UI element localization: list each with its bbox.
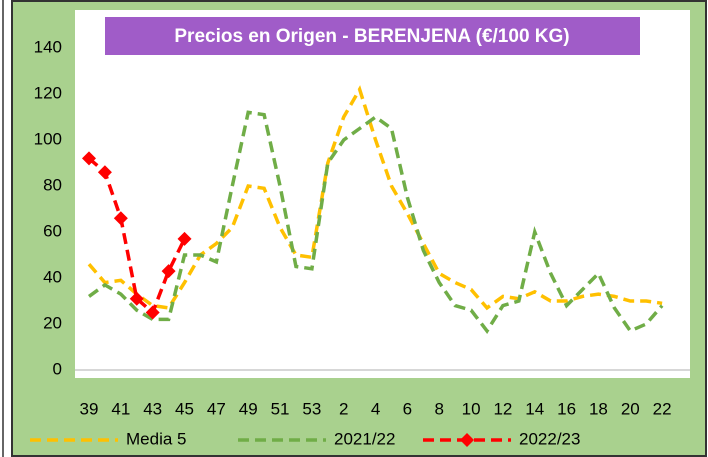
x-tick-label: 4	[371, 399, 380, 418]
series-line	[87, 85, 663, 311]
y-tick-label: 60	[43, 221, 62, 240]
marker	[97, 165, 112, 180]
title-box	[105, 17, 640, 55]
x-tick-label: 2	[339, 399, 348, 418]
x-tick-label: 22	[653, 399, 672, 418]
x-tick-label: 12	[493, 399, 512, 418]
marker	[82, 151, 96, 166]
x-tick-label: 20	[621, 399, 640, 418]
x-tick-label: 41	[111, 399, 130, 418]
x-tick-label: 43	[143, 399, 162, 418]
legend-label: 2021/22	[334, 429, 395, 448]
y-tick-label: 40	[43, 267, 62, 286]
y-tick-label: 140	[34, 37, 62, 56]
x-tick-label: 45	[175, 399, 194, 418]
x-tick-label: 10	[462, 399, 481, 418]
x-tick-label: 18	[589, 399, 608, 418]
y-tick-label: 80	[43, 175, 62, 194]
x-tick-label: 51	[271, 399, 290, 418]
plot-area	[75, 10, 690, 378]
legend-label: 2022/23	[519, 429, 580, 448]
x-tick-label: 6	[403, 399, 412, 418]
x-tick-label: 53	[302, 399, 321, 418]
legend-marker	[460, 433, 474, 447]
x-tick-label: 8	[435, 399, 444, 418]
legend-label: Media 5	[126, 429, 186, 448]
series-line	[87, 110, 664, 334]
x-tick-label: 16	[557, 399, 576, 418]
marker	[145, 305, 160, 320]
x-tick-label: 39	[80, 399, 99, 418]
x-tick-label: 14	[525, 399, 544, 418]
x-tick-label: 47	[207, 399, 226, 418]
y-tick-label: 120	[34, 83, 62, 102]
marker	[161, 264, 176, 279]
y-tick-label: 0	[53, 359, 62, 378]
marker	[177, 231, 192, 246]
marker	[129, 291, 144, 306]
marker	[113, 211, 128, 226]
y-tick-label: 20	[43, 313, 62, 332]
chart-title: Precios en Origen - BERENJENA (€/100 KG)	[174, 26, 569, 47]
y-tick-label: 100	[34, 129, 62, 148]
x-tick-label: 49	[239, 399, 258, 418]
